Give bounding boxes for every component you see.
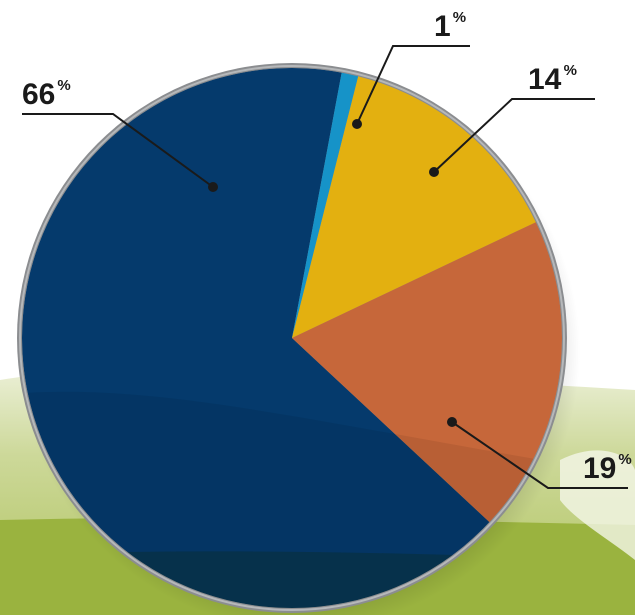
pie-slices bbox=[22, 68, 562, 608]
leader-line-1 bbox=[356, 45, 470, 125]
leader-line-14 bbox=[433, 98, 595, 173]
slice-label-66: 66% bbox=[22, 77, 71, 111]
slice-unit-19: % bbox=[618, 451, 631, 468]
slice-value-14: 14 bbox=[528, 63, 562, 96]
slice-unit-66: % bbox=[57, 77, 70, 94]
leader-dot-1 bbox=[352, 119, 362, 129]
slice-label-14: 14% bbox=[528, 62, 577, 96]
slice-unit-14: % bbox=[564, 62, 577, 79]
slice-value-19: 19 bbox=[583, 452, 616, 485]
slice-label-19: 19% bbox=[583, 451, 632, 485]
slice-unit-1: % bbox=[453, 9, 466, 26]
leader-dot-19 bbox=[447, 417, 457, 427]
leader-lines bbox=[22, 45, 628, 489]
pie-slice-66 bbox=[22, 68, 490, 608]
slice-label-1: 1% bbox=[434, 9, 466, 43]
pie-rim-highlight bbox=[19, 65, 565, 611]
leader-line-66 bbox=[22, 113, 214, 188]
pie-slice-1 bbox=[292, 72, 359, 338]
leader-dot-14 bbox=[429, 167, 439, 177]
slice-value-66: 66 bbox=[22, 78, 55, 111]
pie-slice-19 bbox=[292, 222, 562, 523]
leader-line-19 bbox=[451, 421, 628, 489]
pie-slice-14 bbox=[292, 76, 536, 338]
leader-dot-66 bbox=[208, 182, 218, 192]
slice-labels: 66 %1 %14 %19% bbox=[22, 9, 632, 485]
slice-value-1: 1 bbox=[434, 10, 451, 43]
